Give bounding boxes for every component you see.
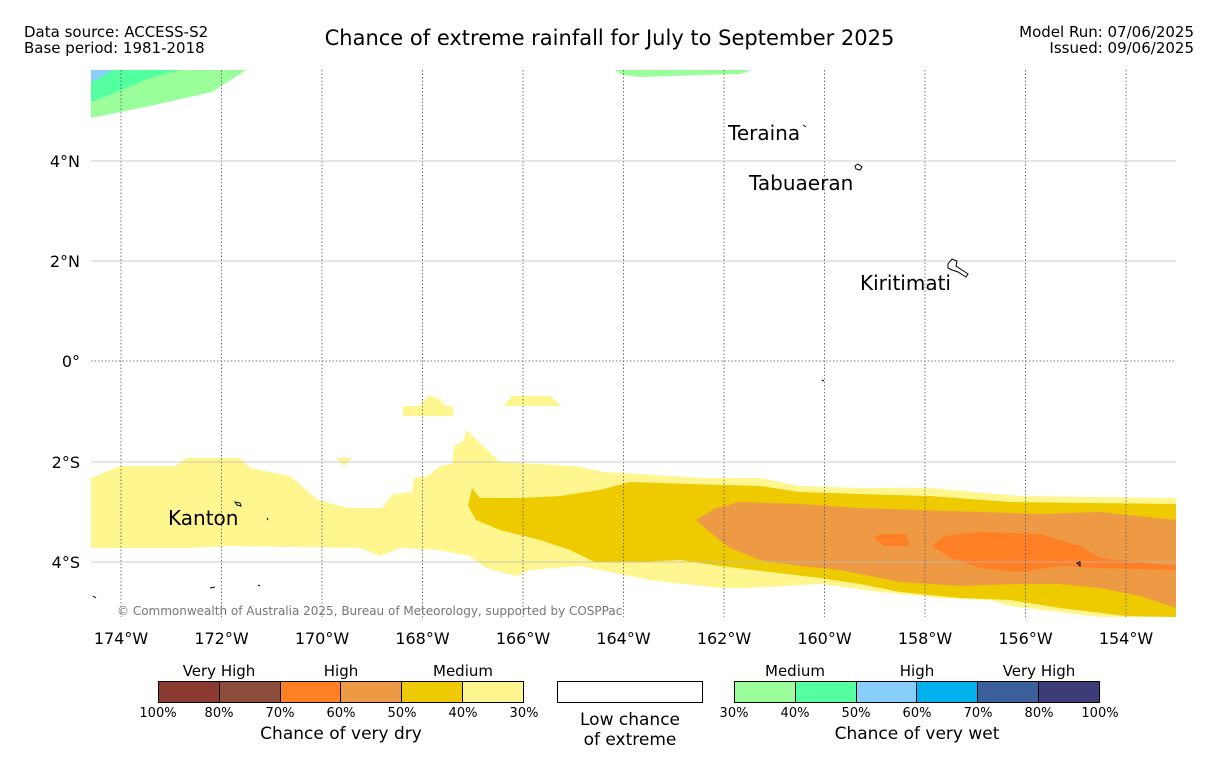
coast-islet-5	[821, 379, 825, 382]
lat-label: 4°S	[52, 553, 80, 572]
wet-region-40	[91, 70, 180, 102]
wet-swatch	[735, 682, 796, 702]
dry-tick-label: 60%	[326, 706, 356, 721]
wet-caption: Chance of very wet	[834, 724, 1000, 744]
wet-region-50	[91, 70, 112, 82]
lon-label: 154°W	[1099, 629, 1154, 648]
dry-cat-medium: Medium	[433, 662, 493, 680]
low-chance-line2: of extreme	[583, 730, 677, 750]
wet-swatch	[917, 682, 979, 702]
wet-tick-label: 30%	[719, 706, 749, 721]
base-period: Base period: 1981-2018	[24, 39, 205, 57]
wet-colorbar	[734, 681, 1100, 703]
lat-label: 2°S	[52, 453, 80, 472]
dry-swatch	[219, 682, 281, 702]
low-chance-label: Low chance of extreme	[557, 710, 703, 750]
dry-swatch	[341, 682, 403, 702]
coast-kanton	[233, 501, 242, 507]
dry-cat-very-high: Very High	[182, 662, 256, 680]
place-teraina: Teraina	[727, 121, 800, 145]
coast-islet-2	[209, 586, 216, 589]
dry-swatch	[463, 682, 523, 702]
dry-patch-a	[403, 396, 453, 416]
lat-label: 4°N	[50, 152, 80, 171]
wet-region-top	[615, 70, 752, 77]
dry-tick-label: 80%	[204, 706, 234, 721]
dry-region-50	[696, 502, 1176, 608]
place-tabuaeran: Tabuaeran	[748, 171, 853, 195]
gridlines	[91, 70, 1176, 617]
lon-label: 174°W	[94, 629, 149, 648]
copyright-notice: © Commonwealth of Australia 2025, Bureau…	[117, 604, 622, 618]
dry-caption: Chance of very dry	[260, 724, 422, 744]
wet-tick-label: 40%	[780, 706, 810, 721]
header-left: Data source: ACCESS-S2 Base period: 1981…	[24, 24, 208, 56]
dry-patch-b	[505, 396, 562, 406]
coast-islet-4	[92, 595, 97, 599]
lon-label: 160°W	[797, 629, 852, 648]
dry-tick-label: 50%	[387, 706, 417, 721]
wet-tick-label: 60%	[902, 706, 932, 721]
dry-tick-label: 40%	[448, 706, 478, 721]
wet-tick-label: 80%	[1024, 706, 1054, 721]
dry-swatch	[280, 682, 342, 702]
dry-tick-label: 30%	[509, 706, 539, 721]
coast-islet-6	[1076, 561, 1081, 568]
lon-label: 172°W	[194, 629, 249, 648]
lon-label: 158°W	[898, 629, 953, 648]
wet-swatch	[978, 682, 1040, 702]
model-run: Model Run: 07/06/2025	[1019, 23, 1194, 41]
dry-region-60-a	[874, 534, 910, 546]
coast-islet-3	[257, 584, 261, 587]
dry-swatch	[159, 682, 220, 702]
dry-cat-high: High	[323, 662, 359, 680]
lon-label: 156°W	[998, 629, 1053, 648]
lon-label: 168°W	[395, 629, 450, 648]
coast-islet-1	[266, 517, 269, 521]
wet-cat-medium: Medium	[765, 662, 825, 680]
map-title: Chance of extreme rainfall for July to S…	[324, 26, 895, 50]
wet-swatch	[795, 682, 857, 702]
header-right: Model Run: 07/06/2025 Issued: 09/06/2025	[1019, 24, 1194, 56]
lon-label: 170°W	[295, 629, 350, 648]
coast-teraina	[802, 124, 807, 128]
place-kiritimati: Kiritimati	[860, 271, 951, 295]
lon-label: 162°W	[697, 629, 752, 648]
low-chance-line1: Low chance	[580, 710, 680, 730]
dry-tick-label: 70%	[265, 706, 295, 721]
issued-date: Issued: 09/06/2025	[1049, 39, 1194, 57]
low-chance-swatch	[557, 681, 703, 703]
lon-label: 166°W	[496, 629, 551, 648]
wet-swatch	[856, 682, 918, 702]
place-kanton: Kanton	[168, 506, 238, 530]
wet-cat-very-high: Very High	[1002, 662, 1076, 680]
coast-kiritimati	[947, 258, 969, 278]
wet-tick-label: 100%	[1081, 706, 1119, 721]
wet-cat-high: High	[899, 662, 935, 680]
dry-colorbar	[158, 681, 524, 703]
lon-label: 164°W	[596, 629, 651, 648]
wet-tick-label: 70%	[963, 706, 993, 721]
lat-label: 0°	[62, 352, 80, 371]
wet-swatch	[1039, 682, 1099, 702]
coast-tabuaeran	[854, 163, 863, 171]
lat-label: 2°N	[50, 252, 80, 271]
data-source: Data source: ACCESS-S2	[24, 23, 209, 41]
coastlines	[92, 124, 1081, 599]
dry-swatch	[402, 682, 464, 702]
dry-tick-label: 100%	[139, 706, 177, 721]
wet-tick-label: 50%	[841, 706, 871, 721]
